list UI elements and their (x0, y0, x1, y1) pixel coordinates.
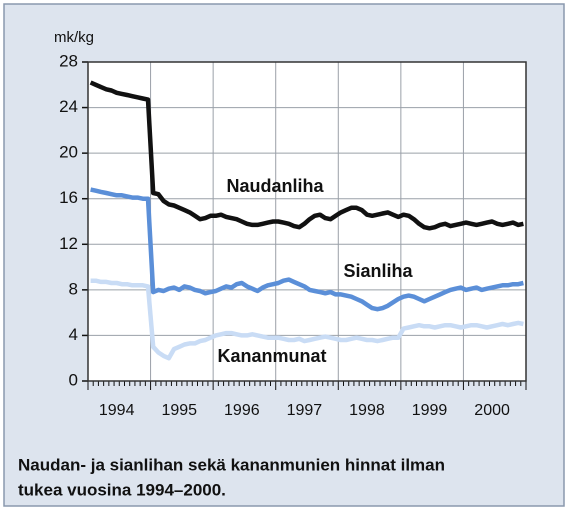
x-tick-label: 1996 (224, 402, 260, 419)
series-line (90, 187, 524, 312)
y-tick-label: 12 (59, 234, 78, 253)
y-tick-label: 0 (69, 370, 78, 389)
y-tick-label: 8 (69, 279, 78, 298)
x-tick-label: 1994 (99, 402, 135, 419)
caption-line: tukea vuosina 1994–2000. (18, 480, 226, 499)
series-label: Sianliha (343, 261, 413, 281)
x-tick-label: 1995 (161, 402, 197, 419)
series-line (90, 278, 524, 361)
plot-frame (87, 61, 527, 382)
series-label: Naudanliha (226, 176, 324, 196)
x-tick-label: 1999 (412, 402, 448, 419)
y-unit-label: mk/kg (54, 29, 94, 46)
x-tick-label: 2000 (474, 402, 510, 419)
y-tick-label: 20 (59, 143, 78, 162)
y-tick-label: 4 (69, 325, 78, 344)
x-tick-label: 1998 (349, 402, 385, 419)
y-tick-label: 28 (59, 51, 78, 70)
y-tick-label: 24 (59, 97, 78, 116)
x-tick-label: 1997 (287, 402, 323, 419)
series-line (89, 80, 524, 231)
series-label: Kananmunat (217, 346, 326, 366)
y-tick-label: 16 (59, 188, 78, 207)
caption-line: Naudan- ja sianlihan sekä kananmunien hi… (18, 455, 445, 474)
